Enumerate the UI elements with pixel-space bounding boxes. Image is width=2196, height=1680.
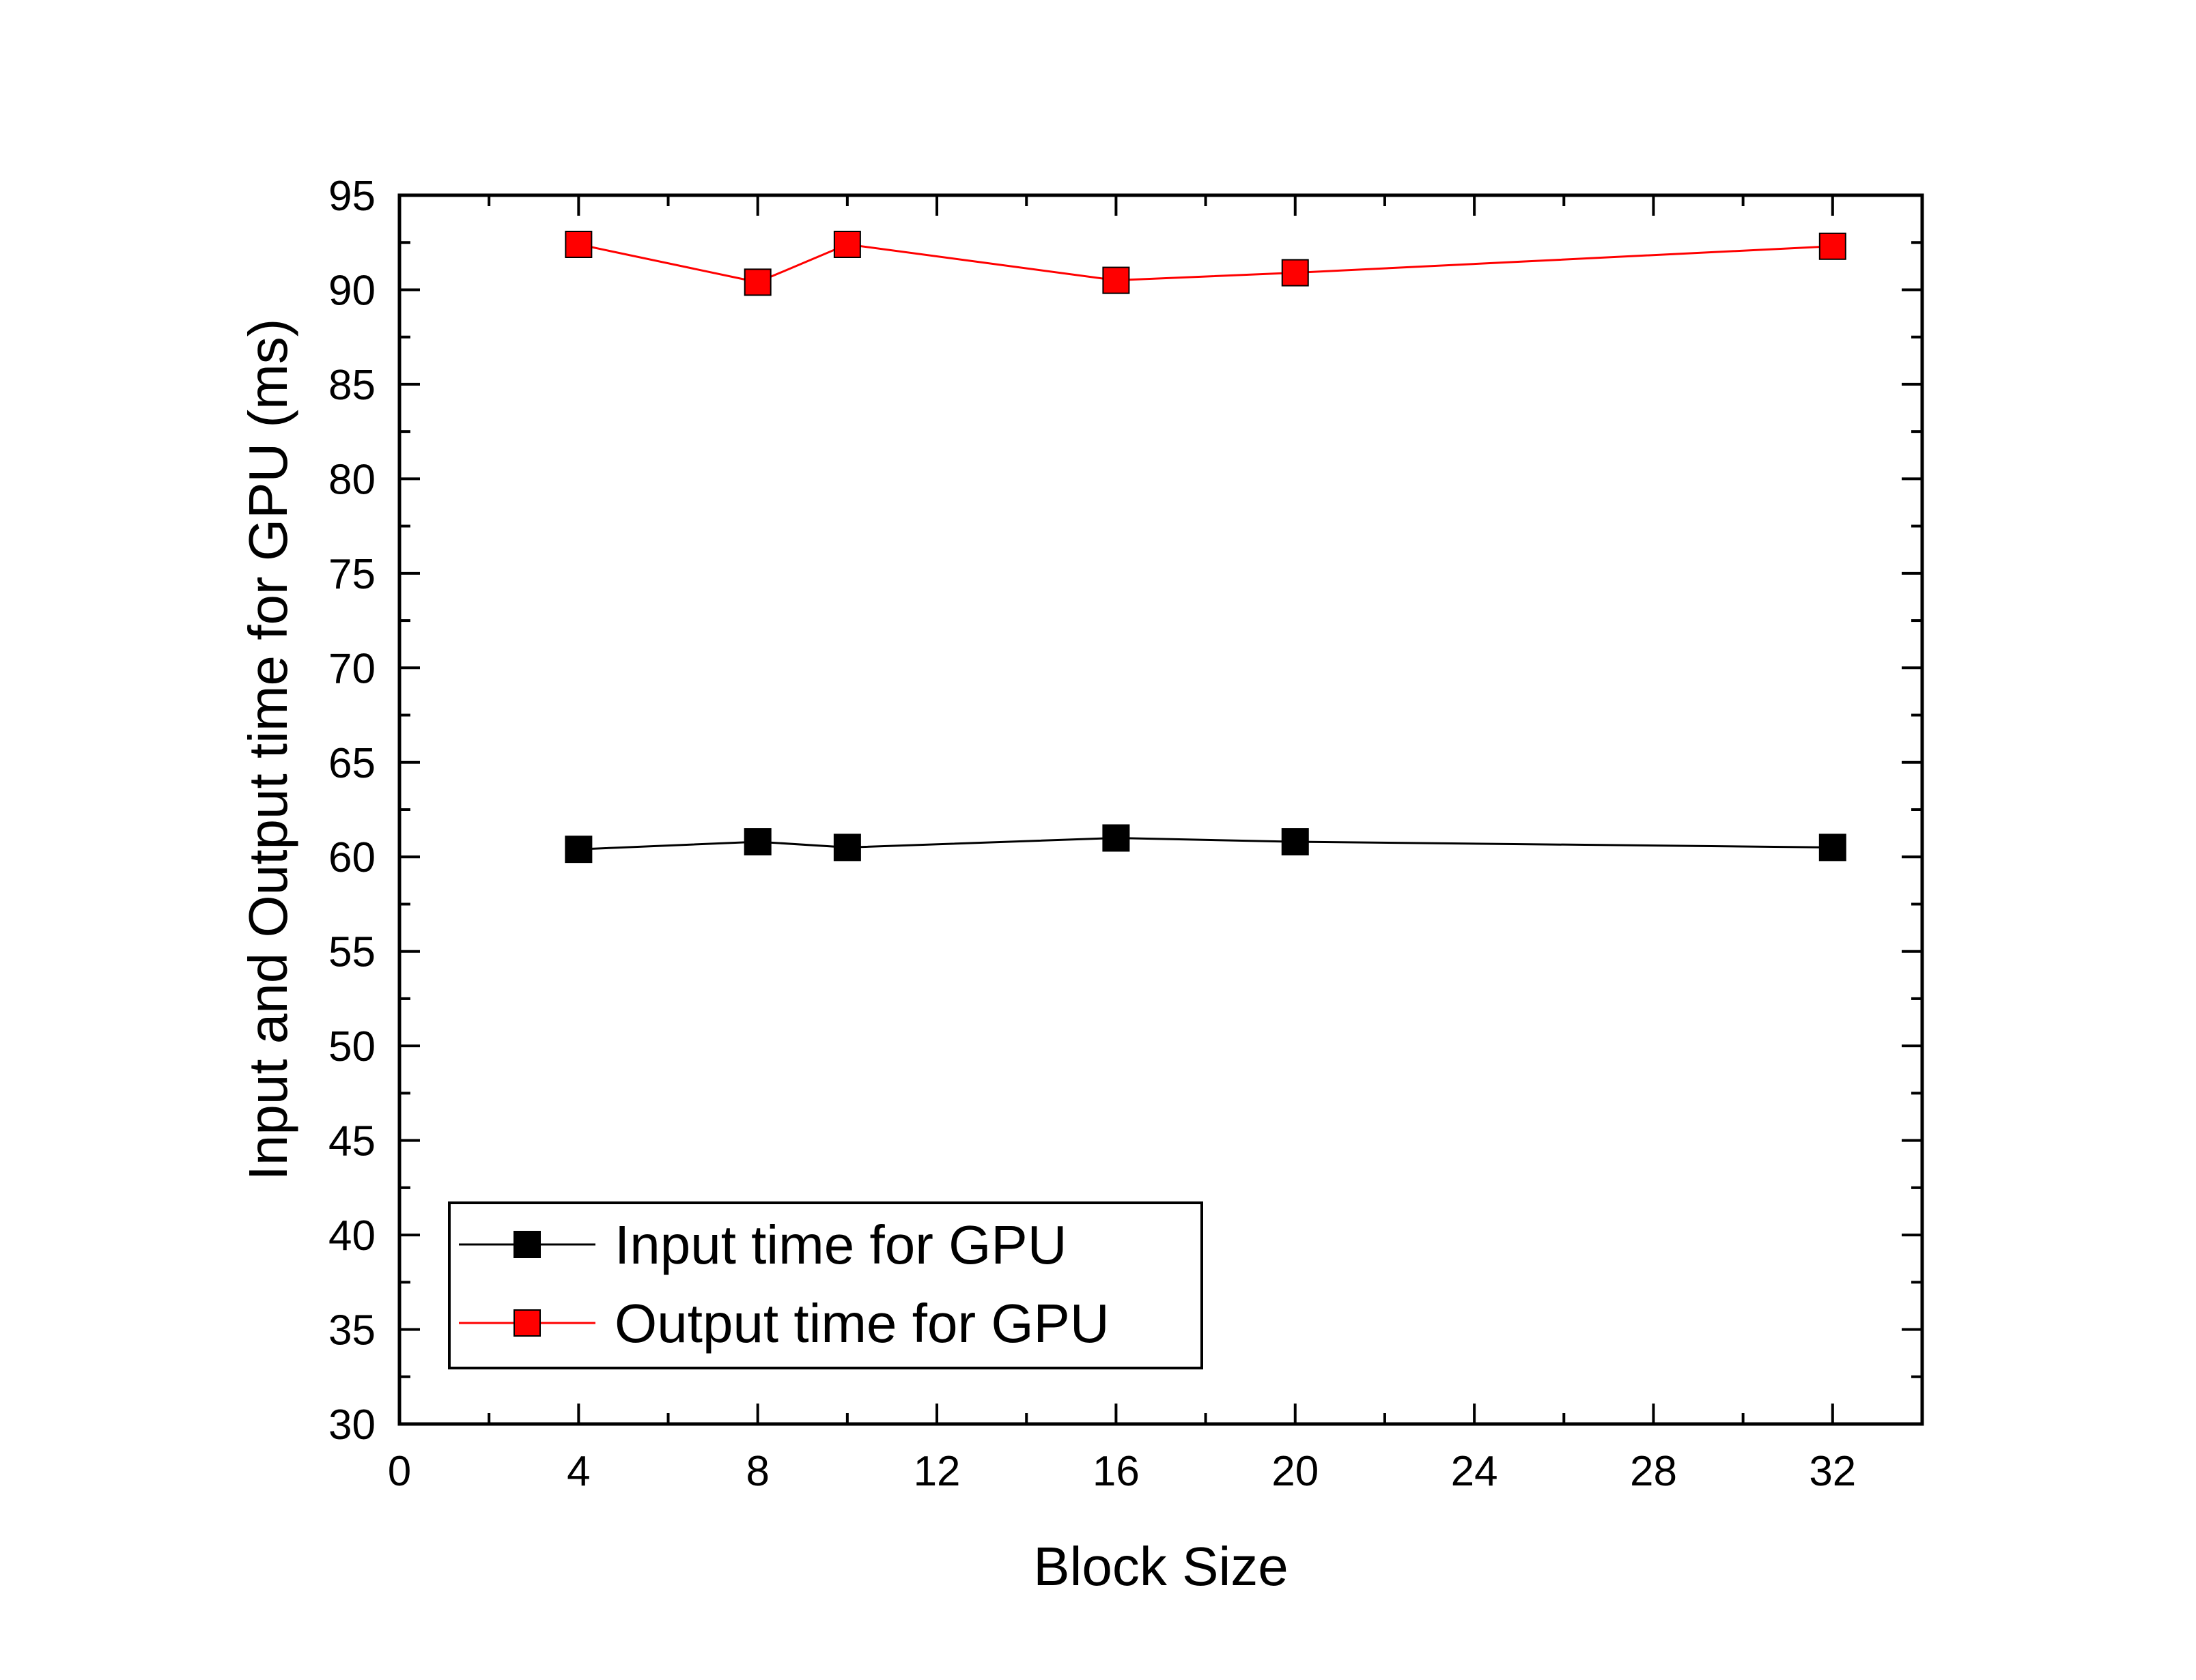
data-point <box>833 834 861 862</box>
data-point <box>565 231 593 258</box>
y-tick-label: 85 <box>328 362 376 409</box>
x-tick-label: 24 <box>1451 1448 1498 1495</box>
y-tick-label: 60 <box>328 834 376 881</box>
y-tick-label: 55 <box>328 929 376 976</box>
x-tick-label: 28 <box>1630 1448 1677 1495</box>
y-tick-label: 35 <box>328 1307 376 1354</box>
x-axis: 0 4 8 12 16 20 24 28 32 <box>388 195 1856 1495</box>
series-layer <box>565 231 1846 864</box>
data-point <box>1281 259 1309 287</box>
data-point <box>833 231 861 258</box>
y-tick-label: 80 <box>328 456 376 503</box>
y-tick-label: 45 <box>328 1118 376 1165</box>
legend-marker-input <box>513 1231 541 1258</box>
data-point <box>1818 232 1846 260</box>
y-axis-title: Input and Output time for GPU (ms) <box>238 319 298 1181</box>
x-tick-label: 16 <box>1093 1448 1140 1495</box>
legend-label-output: Output time for GPU <box>615 1293 1110 1354</box>
y-tick-label: 90 <box>328 267 376 314</box>
data-point <box>744 268 772 296</box>
data-point <box>1281 828 1309 856</box>
plot-frame <box>397 193 1924 1426</box>
data-point <box>744 828 772 856</box>
y-axis: 30 35 40 45 50 55 60 65 70 75 80 85 90 95 <box>328 173 1922 1449</box>
legend: Input time for GPU Output time for GPU <box>448 1201 1203 1369</box>
x-tick-label: 32 <box>1809 1448 1856 1495</box>
series-line-1 <box>578 243 1833 283</box>
data-point <box>1102 266 1130 294</box>
legend-entry-output: Output time for GPU <box>459 1293 1110 1354</box>
y-tick-label: 50 <box>328 1023 376 1070</box>
y-tick-label: 40 <box>328 1212 376 1259</box>
data-point <box>1818 834 1846 862</box>
x-tick-label: 12 <box>914 1448 961 1495</box>
y-tick-label: 70 <box>328 645 376 692</box>
x-tick-label: 4 <box>567 1448 590 1495</box>
legend-marker-output <box>513 1309 541 1337</box>
x-tick-label: 0 <box>388 1448 411 1495</box>
x-tick-label: 20 <box>1271 1448 1319 1495</box>
legend-label-input: Input time for GPU <box>615 1214 1067 1275</box>
y-tick-label: 65 <box>328 740 376 787</box>
data-point <box>565 836 593 864</box>
y-tick-label: 75 <box>328 551 376 598</box>
x-axis-title: Block Size <box>1033 1536 1288 1597</box>
data-point <box>1102 824 1130 852</box>
series-line-0 <box>578 837 1833 851</box>
y-tick-label: 95 <box>328 173 376 220</box>
legend-entry-input: Input time for GPU <box>459 1214 1067 1275</box>
legend-box <box>448 1201 1203 1369</box>
y-tick-label: 30 <box>328 1401 376 1449</box>
x-tick-label: 8 <box>746 1448 769 1495</box>
